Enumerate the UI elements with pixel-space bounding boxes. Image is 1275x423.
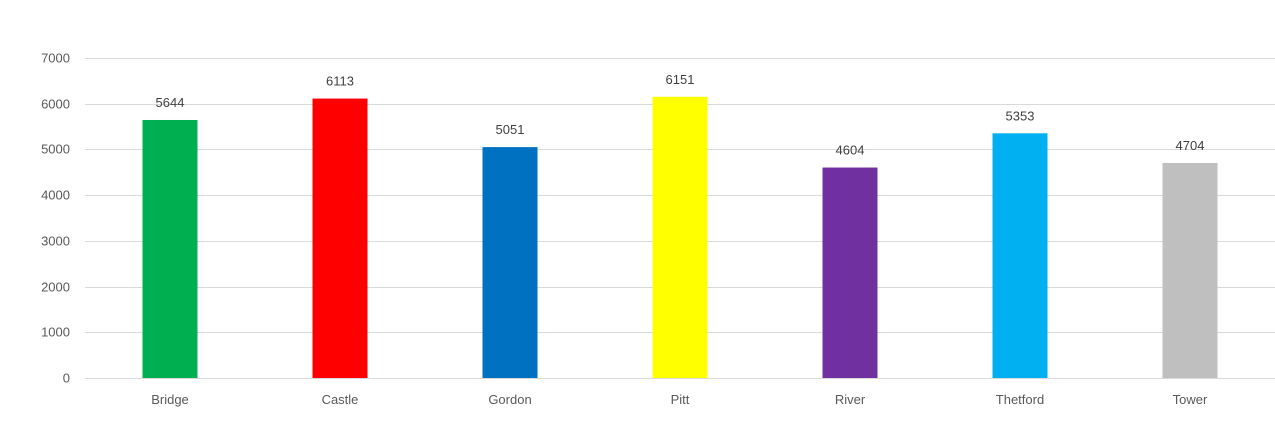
y-tick-label: 7000	[41, 51, 70, 66]
bar-tower	[1162, 162, 1218, 378]
bar-thetford	[992, 133, 1048, 378]
data-label: 4704	[1176, 138, 1205, 153]
x-tick-label: Thetford	[996, 392, 1044, 407]
x-tick-label: Gordon	[488, 392, 531, 407]
data-label: 5353	[1006, 108, 1035, 123]
y-tick-label: 4000	[41, 188, 70, 203]
y-tick-label: 2000	[41, 280, 70, 295]
bar-pitt	[652, 96, 708, 378]
y-tick-label: 5000	[41, 142, 70, 157]
x-axis-tick-labels: Bridge Castle Gordon Pitt River Thetford Tower	[151, 392, 1208, 407]
y-tick-label: 1000	[41, 325, 70, 340]
y-tick-label: 6000	[41, 97, 70, 112]
bar-castle	[312, 98, 368, 378]
bar-river	[822, 167, 878, 378]
x-tick-label: Bridge	[151, 392, 189, 407]
data-labels: 5644 6113 5051 6151 4604 5353 4704	[156, 72, 1205, 158]
bar-gordon	[482, 147, 538, 378]
data-label: 5644	[156, 95, 185, 110]
bar-bridge	[142, 119, 198, 378]
data-label: 6113	[326, 74, 354, 89]
x-tick-label: Pitt	[671, 392, 690, 407]
y-tick-label: 0	[63, 371, 70, 386]
x-tick-label: River	[835, 392, 866, 407]
data-label: 6151	[666, 72, 695, 87]
x-tick-label: Tower	[1173, 392, 1208, 407]
x-tick-label: Castle	[322, 392, 359, 407]
y-tick-label: 3000	[41, 234, 70, 249]
bars	[142, 96, 1218, 378]
y-axis-tick-labels: 0 1000 2000 3000 4000 5000 6000 7000	[41, 51, 70, 386]
data-label: 5051	[496, 122, 525, 137]
data-label: 4604	[836, 143, 865, 158]
